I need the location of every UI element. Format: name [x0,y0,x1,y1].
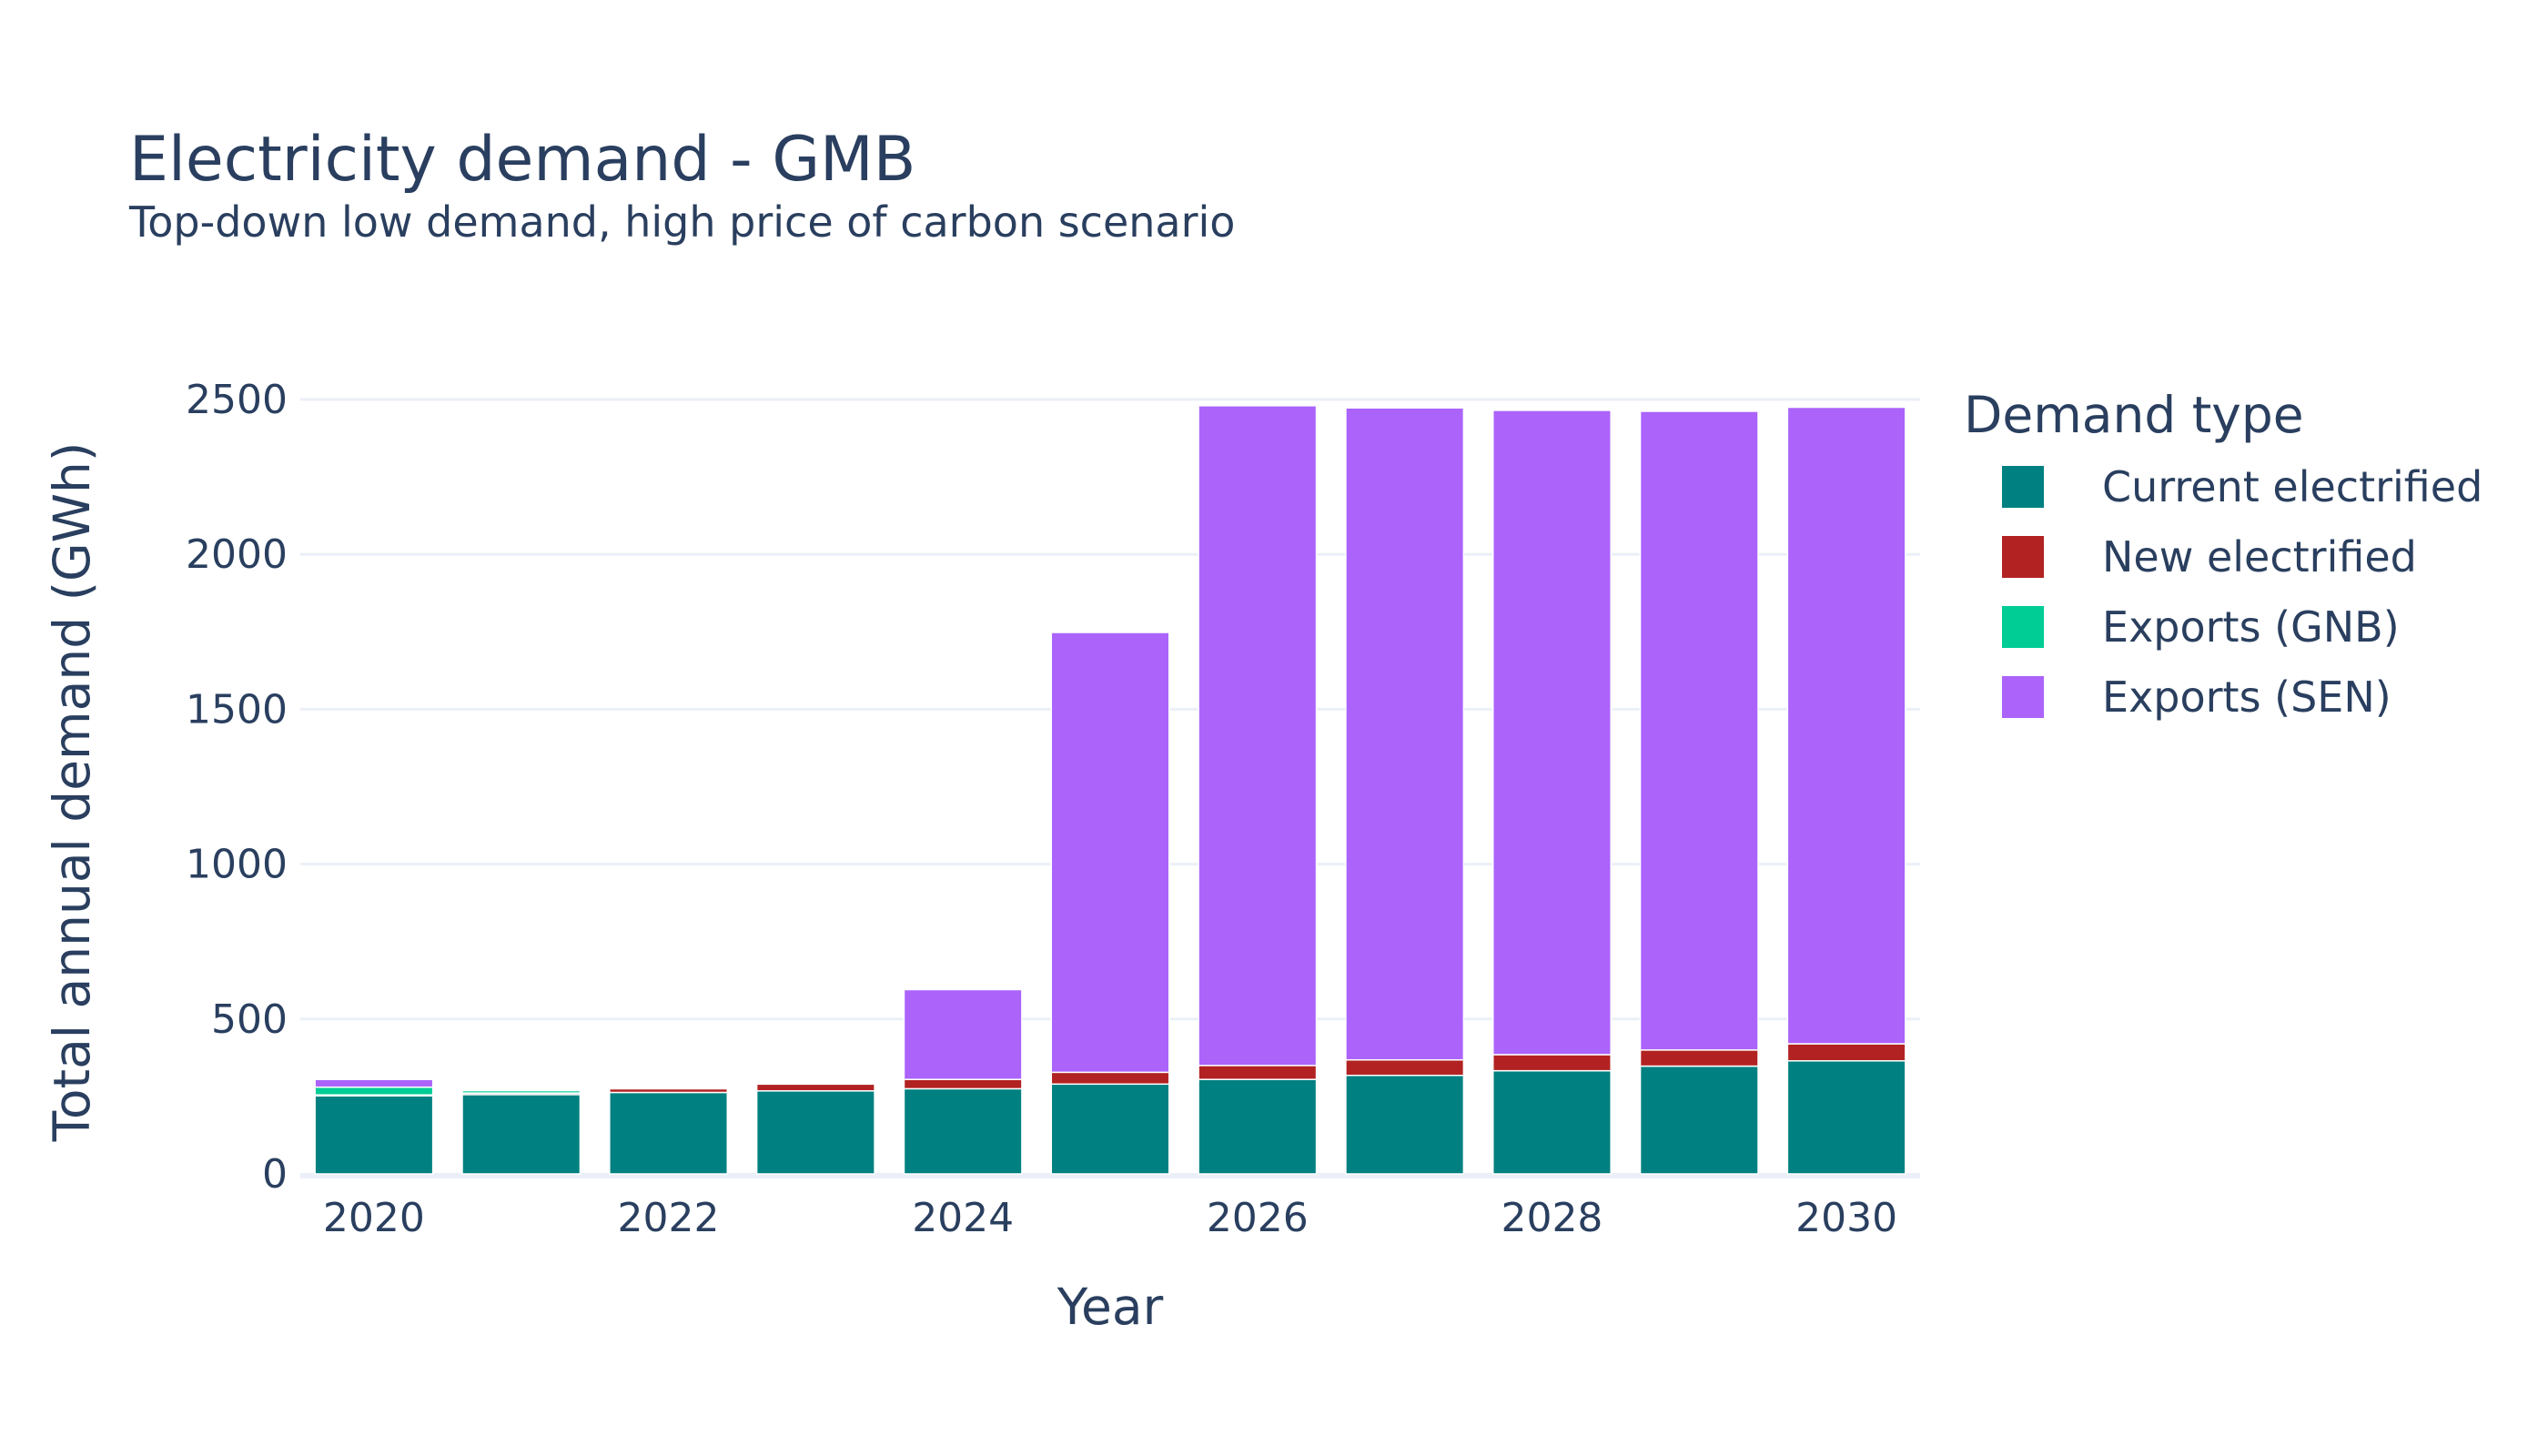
x-tick-label: 2024 [912,1195,1014,1241]
bar-segment [1639,1065,1759,1175]
chart-subtitle: Top-down low demand, high price of carbo… [128,197,1235,247]
x-axis-title: Year [1057,1278,1164,1336]
bar-segment [314,1078,434,1088]
legend-label: Exports (GNB) [2102,602,2400,652]
bar-segment [609,1091,729,1175]
bar-segment [461,1088,581,1092]
bar-segment [1050,632,1170,1074]
bar-segment [1198,1065,1318,1080]
x-tick-label: 2028 [1501,1195,1603,1241]
bar-segment [1050,1083,1170,1175]
legend-title: Demand type [1964,386,2304,444]
x-tick-label: 2022 [618,1195,720,1241]
bar-segment [903,1087,1023,1175]
bar-segment [1491,1069,1612,1175]
y-tick-label: 1000 [186,842,288,888]
legend-label: Exports (SEN) [2102,672,2391,722]
bar-segment [755,1082,875,1086]
legend-swatch [2002,536,2044,578]
bar-segment [1491,410,1612,1056]
x-ticks-layer: 2020 2022 2024 2026 2028 2030 [323,1195,1897,1241]
bar-segment [609,1087,729,1090]
y-tick-label: 2500 [186,377,288,423]
bar-segment [1345,1058,1465,1077]
y-ticks-layer: 0 500 1000 1500 2000 2500 [186,377,288,1198]
bar-segment [314,1095,434,1175]
bar-segment [1050,1071,1170,1086]
bar-segment [1639,1049,1759,1067]
bar-segment [1491,1054,1612,1072]
bars-layer [314,405,1906,1175]
legend: Demand type Current electrified New elect… [1964,386,2482,722]
chart-title: Electricity demand - GMB [129,124,915,196]
bar-segment [755,1083,875,1092]
y-tick-label: 1500 [186,686,288,733]
bar-segment [1786,1043,1906,1062]
legend-swatch [2002,606,2044,648]
legend-label: New electrified [2102,532,2417,581]
bar-segment [314,1086,434,1096]
legend-swatch [2002,466,2044,508]
bar-segment [1639,410,1759,1051]
x-tick-label: 2030 [1795,1195,1897,1241]
bar-segment [1345,1075,1465,1175]
legend-items: Current electrified New electrified Export… [2002,462,2482,722]
legend-swatch [2002,676,2044,718]
bar-segment [1786,1060,1906,1175]
x-tick-label: 2026 [1207,1195,1309,1241]
y-tick-label: 2000 [186,531,288,578]
bar-segment [903,1078,1023,1090]
bar-segment [461,1094,581,1175]
legend-label: Current electrified [2102,462,2482,511]
bar-segment [755,1090,875,1175]
x-tick-label: 2020 [323,1195,425,1241]
y-tick-label: 500 [211,996,288,1043]
bar-segment [903,988,1023,1080]
bar-segment [1198,1078,1318,1175]
y-axis-title: Total annual demand (GWh) [43,442,101,1143]
y-tick-label: 0 [262,1151,288,1198]
bar-segment [1345,407,1465,1061]
bar-segment [1786,406,1906,1045]
bar-segment [1198,405,1318,1067]
